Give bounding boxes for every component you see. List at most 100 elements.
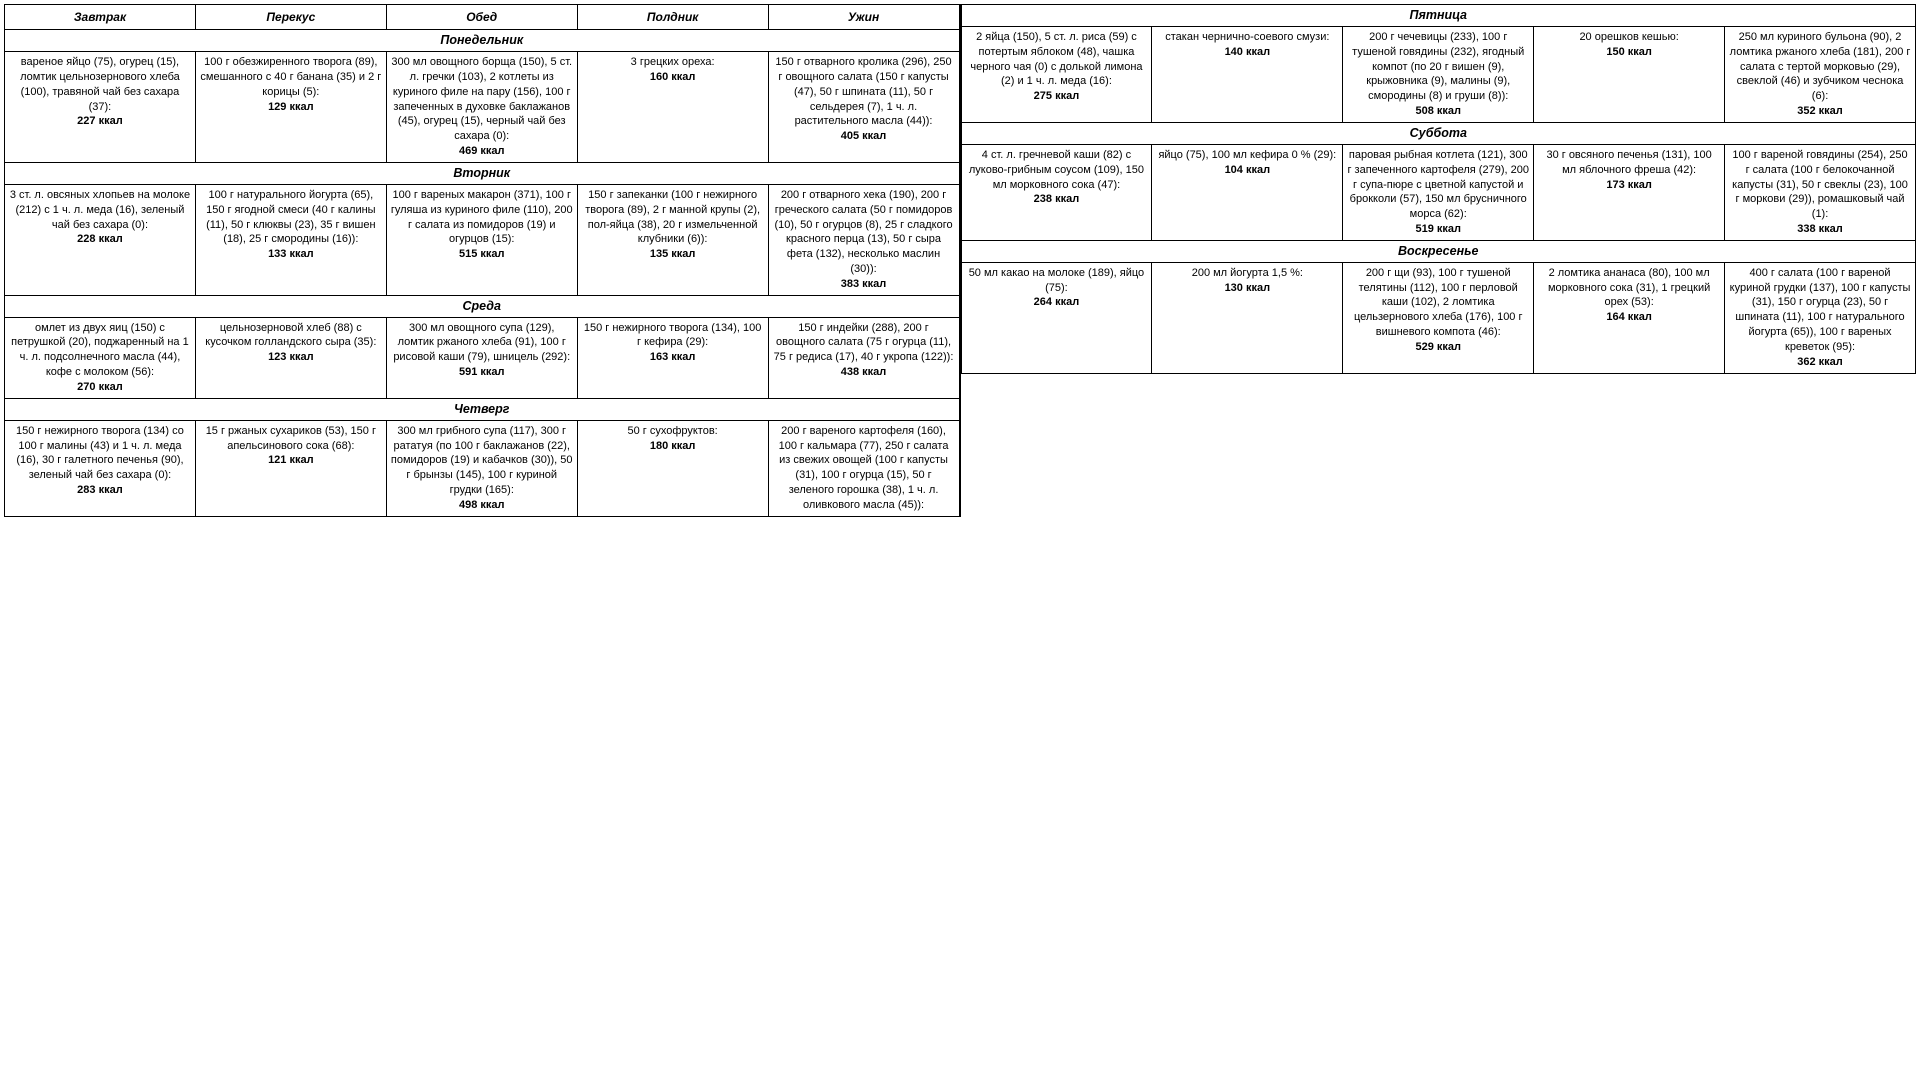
meal-text: 300 мл овощного борща (150), 5 ст. л. гр… <box>391 55 573 144</box>
left-column: ЗавтракПерекусОбедПолдникУжин Понедельни… <box>4 4 961 517</box>
day-header: Суббота <box>961 122 1916 144</box>
meal-kcal: 405 ккал <box>773 129 955 144</box>
column-header: Ужин <box>768 5 959 30</box>
meal-cell: 50 мл какао на молоке (189), яйцо (75):2… <box>961 262 1152 373</box>
meal-row: 150 г нежирного творога (134) со 100 г м… <box>5 420 960 516</box>
meal-kcal: 130 ккал <box>1156 281 1338 296</box>
meal-cell: 200 г отварного хека (190), 200 г гречес… <box>768 184 959 295</box>
meal-cell: вареное яйцо (75), огурец (15), ломтик ц… <box>5 52 196 163</box>
day-header: Вторник <box>5 162 960 184</box>
meal-text: 250 мл куриного бульона (90), 2 ломтика … <box>1729 30 1911 104</box>
meal-row: 2 яйца (150), 5 ст. л. риса (59) с потер… <box>961 26 1916 122</box>
meal-kcal: 591 ккал <box>391 365 573 380</box>
meal-cell: 150 г нежирного творога (134) со 100 г м… <box>5 420 196 516</box>
meal-text: вареное яйцо (75), огурец (15), ломтик ц… <box>9 55 191 114</box>
meal-kcal: 264 ккал <box>966 295 1148 310</box>
meal-text: 3 ст. л. овсяных хлопьев на молоке (212)… <box>9 188 191 233</box>
meal-kcal: 438 ккал <box>773 365 955 380</box>
meal-text: 150 г нежирного творога (134) со 100 г м… <box>9 424 191 483</box>
meal-cell: 300 мл овощного борща (150), 5 ст. л. гр… <box>386 52 577 163</box>
meal-cell: 2 ломтика ананаса (80), 100 мл морковног… <box>1534 262 1725 373</box>
meal-kcal: 104 ккал <box>1156 163 1338 178</box>
meal-cell: 3 ст. л. овсяных хлопьев на молоке (212)… <box>5 184 196 295</box>
meal-kcal: 469 ккал <box>391 144 573 159</box>
meal-kcal: 362 ккал <box>1729 355 1911 370</box>
meal-kcal: 121 ккал <box>200 453 382 468</box>
meal-kcal: 163 ккал <box>582 350 764 365</box>
meal-text: 200 г щи (93), 100 г тушеной телятины (1… <box>1347 266 1529 340</box>
meal-cell: омлет из двух яиц (150) с петрушкой (20)… <box>5 317 196 398</box>
meal-row: вареное яйцо (75), огурец (15), ломтик ц… <box>5 52 960 163</box>
meal-cell: 3 грецких ореха:160 ккал <box>577 52 768 163</box>
left-header: ЗавтракПерекусОбедПолдникУжин <box>5 5 960 30</box>
meal-text: 100 г вареных макарон (371), 100 г гуляш… <box>391 188 573 247</box>
meal-cell: 200 г вареного картофеля (160), 100 г ка… <box>768 420 959 516</box>
meal-kcal: 338 ккал <box>1729 222 1911 237</box>
meal-text: 4 ст. л. гречневой каши (82) с луково-гр… <box>966 148 1148 193</box>
meal-kcal: 270 ккал <box>9 380 191 395</box>
day-header: Воскресенье <box>961 240 1916 262</box>
meal-kcal: 164 ккал <box>1538 310 1720 325</box>
meal-cell: 150 г индейки (288), 200 г овощного сала… <box>768 317 959 398</box>
meal-text: 150 г отварного кролика (296), 250 г ово… <box>773 55 955 129</box>
meal-text: стакан чернично-соевого смузи: <box>1156 30 1338 45</box>
meal-cell: 200 г чечевицы (233), 100 г тушеной говя… <box>1343 26 1534 122</box>
meal-text: 150 г нежирного творога (134), 100 г кеф… <box>582 321 764 351</box>
meal-kcal: 238 ккал <box>966 192 1148 207</box>
meal-cell: 30 г овсяного печенья (131), 100 мл ябло… <box>1534 144 1725 240</box>
right-column: Пятница2 яйца (150), 5 ст. л. риса (59) … <box>961 4 1917 517</box>
meal-kcal: 180 ккал <box>582 439 764 454</box>
meal-row: 50 мл какао на молоке (189), яйцо (75):2… <box>961 262 1916 373</box>
meal-kcal: 352 ккал <box>1729 104 1911 119</box>
meal-kcal: 498 ккал <box>391 498 573 513</box>
meal-cell: 200 г щи (93), 100 г тушеной телятины (1… <box>1343 262 1534 373</box>
meal-cell: 300 мл грибного супа (117), 300 г ратату… <box>386 420 577 516</box>
meal-text: омлет из двух яиц (150) с петрушкой (20)… <box>9 321 191 380</box>
day-header: Четверг <box>5 398 960 420</box>
meal-text: 100 г обезжиренного творога (89), смешан… <box>200 55 382 100</box>
meal-text: 20 орешков кешью: <box>1538 30 1720 45</box>
meal-cell: 100 г обезжиренного творога (89), смешан… <box>195 52 386 163</box>
meal-text: 100 г натурального йогурта (65), 150 г я… <box>200 188 382 247</box>
meal-text: 15 г ржаных сухариков (53), 150 г апельс… <box>200 424 382 454</box>
meal-cell: 2 яйца (150), 5 ст. л. риса (59) с потер… <box>961 26 1152 122</box>
meal-cell: 300 мл овощного супа (129), ломтик ржано… <box>386 317 577 398</box>
meal-text: 2 яйца (150), 5 ст. л. риса (59) с потер… <box>966 30 1148 89</box>
meal-text: 200 г чечевицы (233), 100 г тушеной говя… <box>1347 30 1529 104</box>
meal-kcal: 129 ккал <box>200 100 382 115</box>
meal-text: 400 г салата (100 г вареной куриной груд… <box>1729 266 1911 355</box>
meal-cell: цельнозерновой хлеб (88) с кусочком голл… <box>195 317 386 398</box>
meal-kcal: 227 ккал <box>9 114 191 129</box>
meal-kcal: 140 ккал <box>1156 45 1338 60</box>
meal-cell: 200 мл йогурта 1,5 %:130 ккал <box>1152 262 1343 373</box>
meal-row: 4 ст. л. гречневой каши (82) с луково-гр… <box>961 144 1916 240</box>
column-header: Перекус <box>195 5 386 30</box>
meal-cell: 100 г натурального йогурта (65), 150 г я… <box>195 184 386 295</box>
meal-kcal: 283 ккал <box>9 483 191 498</box>
meal-text: 300 мл грибного супа (117), 300 г ратату… <box>391 424 573 498</box>
meal-cell: паровая рыбная котлета (121), 300 г запе… <box>1343 144 1534 240</box>
meal-plan-wrapper: ЗавтракПерекусОбедПолдникУжин Понедельни… <box>4 4 1916 517</box>
right-table: Пятница2 яйца (150), 5 ст. л. риса (59) … <box>961 4 1917 374</box>
meal-cell: 4 ст. л. гречневой каши (82) с луково-гр… <box>961 144 1152 240</box>
column-header: Полдник <box>577 5 768 30</box>
meal-row: омлет из двух яиц (150) с петрушкой (20)… <box>5 317 960 398</box>
meal-kcal: 508 ккал <box>1347 104 1529 119</box>
meal-cell: 100 г вареных макарон (371), 100 г гуляш… <box>386 184 577 295</box>
meal-kcal: 515 ккал <box>391 247 573 262</box>
meal-kcal: 160 ккал <box>582 70 764 85</box>
meal-text: 100 г вареной говядины (254), 250 г сала… <box>1729 148 1911 222</box>
meal-text: 150 г индейки (288), 200 г овощного сала… <box>773 321 955 366</box>
meal-kcal: 150 ккал <box>1538 45 1720 60</box>
meal-text: 50 г сухофруктов: <box>582 424 764 439</box>
meal-text: 150 г запеканки (100 г нежирного творога… <box>582 188 764 247</box>
meal-cell: 150 г запеканки (100 г нежирного творога… <box>577 184 768 295</box>
meal-text: 2 ломтика ананаса (80), 100 мл морковног… <box>1538 266 1720 311</box>
meal-text: паровая рыбная котлета (121), 300 г запе… <box>1347 148 1529 222</box>
meal-text: 200 мл йогурта 1,5 %: <box>1156 266 1338 281</box>
meal-cell: 150 г отварного кролика (296), 250 г ово… <box>768 52 959 163</box>
column-header: Обед <box>386 5 577 30</box>
meal-kcal: 173 ккал <box>1538 178 1720 193</box>
meal-text: 200 г отварного хека (190), 200 г гречес… <box>773 188 955 277</box>
meal-text: 200 г вареного картофеля (160), 100 г ка… <box>773 424 955 513</box>
